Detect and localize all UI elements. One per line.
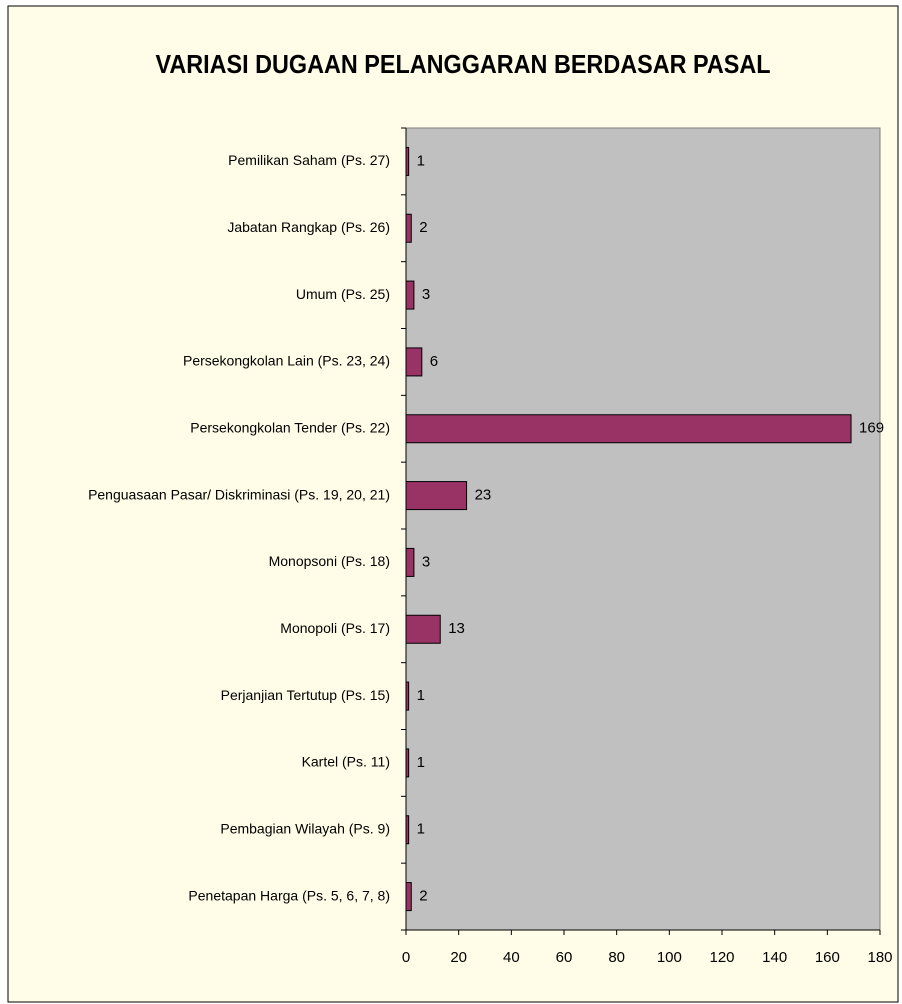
x-tick-label: 80 — [608, 949, 625, 966]
data-label: 169 — [859, 420, 884, 437]
data-label: 13 — [448, 620, 465, 637]
data-label: 1 — [417, 152, 425, 169]
x-tick-label: 100 — [657, 949, 682, 966]
bar — [405, 882, 412, 912]
bar — [405, 547, 415, 577]
bar — [405, 681, 410, 711]
y-tick-label: Monopsoni (Ps. 18) — [269, 553, 390, 569]
x-tick-label: 60 — [556, 949, 573, 966]
x-tick-label: 0 — [402, 949, 410, 966]
bar — [405, 481, 468, 511]
data-label: 6 — [430, 353, 438, 370]
x-tick-label: 20 — [450, 949, 467, 966]
bar — [405, 146, 410, 176]
y-tick-label: Monopoli (Ps. 17) — [280, 620, 390, 636]
x-tick-label: 160 — [815, 949, 840, 966]
data-label: 2 — [419, 888, 427, 905]
bar — [405, 213, 412, 243]
y-tick-label: Umum (Ps. 25) — [296, 286, 390, 302]
y-tick-label: Kartel (Ps. 11) — [302, 754, 390, 770]
data-label: 2 — [419, 219, 427, 236]
y-tick-label: Perjanjian Tertutup (Ps. 15) — [221, 687, 390, 703]
data-label: 3 — [422, 286, 430, 303]
y-tick-label: Jabatan Rangkap (Ps. 26) — [227, 219, 390, 235]
bar — [405, 347, 423, 377]
x-tick-label: 180 — [867, 949, 892, 966]
plot-area — [405, 127, 881, 931]
bar — [405, 815, 410, 845]
y-tick-label: Pemilikan Saham (Ps. 27) — [228, 152, 390, 168]
data-label: 3 — [422, 553, 430, 570]
data-label: 1 — [417, 687, 425, 704]
chart-title: VARIASI DUGAAN PELANGGARAN BERDASAR PASA… — [156, 49, 771, 79]
data-label: 1 — [417, 821, 425, 838]
bar — [405, 280, 415, 310]
x-tick-label: 140 — [762, 949, 787, 966]
y-tick-label: Pembagian Wilayah (Ps. 9) — [220, 820, 390, 836]
x-tick-label: 40 — [503, 949, 520, 966]
bar — [405, 414, 852, 444]
y-tick-label: Persekongkolan Lain (Ps. 23, 24) — [183, 353, 390, 369]
bar — [405, 748, 410, 778]
y-tick-label: Penguasaan Pasar/ Diskriminasi (Ps. 19, … — [88, 486, 390, 502]
bar — [405, 614, 441, 644]
y-tick-label: Penetapan Harga (Ps. 5, 6, 7, 8) — [188, 887, 390, 903]
y-tick-label: Persekongkolan Tender (Ps. 22) — [190, 419, 390, 435]
x-tick-label: 120 — [709, 949, 734, 966]
data-label: 1 — [417, 754, 425, 771]
data-label: 23 — [475, 487, 492, 504]
